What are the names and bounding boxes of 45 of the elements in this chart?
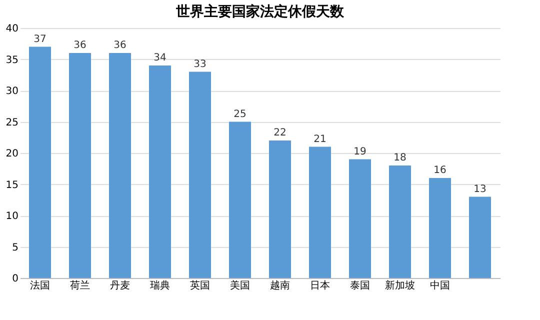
bar	[149, 66, 171, 278]
y-tick-label: 40	[6, 24, 18, 34]
data-label: 22	[274, 128, 286, 138]
x-tick-label: 英国	[190, 280, 210, 292]
data-label: 33	[194, 58, 206, 70]
bar	[349, 159, 371, 278]
y-tick-label: 5	[12, 242, 18, 254]
x-tick-label: 荷兰	[70, 280, 90, 292]
bar	[309, 146, 331, 278]
bar	[29, 46, 51, 278]
x-tick-label: 美国	[230, 280, 250, 292]
data-label: 37	[34, 34, 46, 45]
x-tick-label: 法国	[30, 280, 50, 292]
x-tick-label: 日本	[310, 280, 330, 292]
x-tick-label: 丹麦	[110, 280, 130, 292]
bar	[469, 196, 491, 278]
y-tick-label: 20	[6, 148, 18, 160]
x-tick-label: 泰国	[350, 280, 370, 292]
data-label: 34	[154, 52, 166, 64]
bar	[429, 178, 451, 278]
y-tick-label: 10	[6, 211, 18, 222]
y-tick-label: 0	[12, 274, 18, 284]
data-label: 36	[74, 40, 86, 51]
chart-title: 世界主要国家法定休假天数	[175, 3, 345, 20]
bar	[109, 53, 131, 278]
data-label: 18	[394, 152, 406, 164]
data-label: 21	[314, 134, 326, 145]
bar	[389, 166, 411, 278]
y-tick-label: 25	[6, 117, 18, 128]
bar	[269, 140, 291, 278]
data-label: 16	[434, 165, 446, 176]
x-tick-label: 瑞典	[150, 280, 170, 292]
bar	[189, 72, 211, 278]
data-label: 25	[234, 108, 246, 120]
bar	[69, 53, 91, 278]
data-label: 13	[474, 184, 486, 195]
y-tick-label: 35	[6, 54, 18, 66]
y-tick-label: 30	[6, 86, 18, 97]
data-label: 36	[114, 40, 126, 51]
y-tick-label: 15	[6, 180, 18, 191]
data-label: 19	[354, 146, 366, 158]
x-tick-label: 越南	[270, 280, 290, 292]
x-tick-label: 新加坡	[385, 280, 415, 292]
bar	[229, 122, 251, 278]
x-tick-label: 中国	[430, 280, 450, 292]
